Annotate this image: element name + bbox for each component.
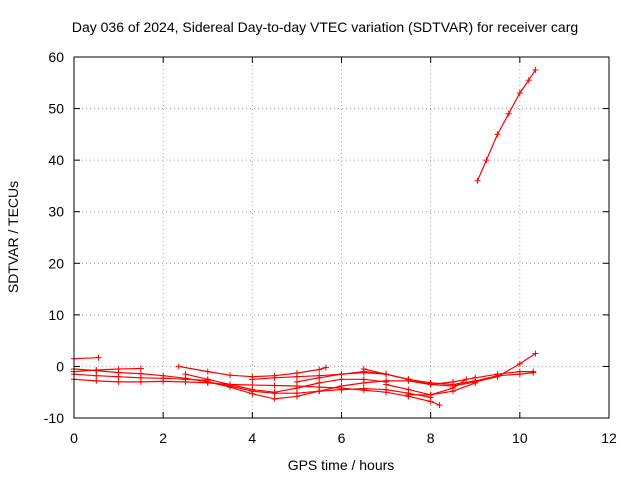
data-point xyxy=(494,372,501,379)
data-point xyxy=(137,370,144,377)
data-point xyxy=(427,379,434,386)
y-tick-label: 40 xyxy=(48,152,64,168)
data-point xyxy=(227,372,234,379)
data-point xyxy=(137,378,144,385)
x-tick-label: 8 xyxy=(427,430,435,446)
y-axis-label: SDTVAR / TECUs xyxy=(5,181,21,293)
y-tick-label: 10 xyxy=(48,307,64,323)
data-point xyxy=(383,371,390,378)
series-line-0 xyxy=(73,357,99,360)
plot-frame xyxy=(73,56,610,419)
x-axis-label: GPS time / hours xyxy=(288,457,395,473)
data-point xyxy=(115,366,122,373)
data-point xyxy=(271,389,278,396)
data-point xyxy=(427,391,434,398)
data-point xyxy=(383,381,390,388)
y-tick-label: -10 xyxy=(44,410,64,426)
data-point xyxy=(532,350,539,357)
x-tick-label: 2 xyxy=(159,430,167,446)
x-tick-label: 10 xyxy=(512,430,528,446)
data-point xyxy=(293,373,300,380)
x-tick-label: 12 xyxy=(601,430,617,446)
data-point xyxy=(93,372,100,379)
data-point xyxy=(93,367,100,374)
data-point xyxy=(271,382,278,389)
x-tick-label: 0 xyxy=(70,430,78,446)
data-point xyxy=(293,378,300,385)
series-line-2 xyxy=(73,378,440,406)
data-point xyxy=(474,177,481,184)
data-point xyxy=(338,376,345,383)
chart-title: Day 036 of 2024, Sidereal Day-to-day VTE… xyxy=(72,19,578,35)
data-point xyxy=(338,383,345,390)
data-point xyxy=(472,379,479,386)
data-point xyxy=(530,369,537,376)
data-point xyxy=(338,371,345,378)
data-point xyxy=(204,368,211,375)
y-tick-label: 60 xyxy=(48,49,64,65)
data-point xyxy=(436,402,443,409)
data-point xyxy=(360,366,367,373)
data-point xyxy=(316,374,323,381)
data-point xyxy=(483,157,490,164)
data-point xyxy=(505,110,512,117)
x-tick-label: 4 xyxy=(248,430,256,446)
y-tick-label: 20 xyxy=(48,255,64,271)
data-point xyxy=(137,365,144,372)
data-series xyxy=(71,66,539,409)
data-point xyxy=(383,386,390,393)
data-point xyxy=(293,393,300,400)
grid xyxy=(74,57,609,418)
y-tick-labels: -10 0 10 20 30 40 50 60 xyxy=(44,49,64,426)
data-point xyxy=(405,391,412,398)
data-point xyxy=(449,388,456,395)
data-point xyxy=(175,363,182,370)
data-point xyxy=(494,131,501,138)
data-point xyxy=(293,385,300,392)
data-point xyxy=(360,379,367,386)
data-point xyxy=(405,386,412,393)
data-point xyxy=(405,376,412,383)
data-point xyxy=(227,384,234,391)
data-point xyxy=(525,77,532,84)
data-point xyxy=(249,390,256,397)
data-point xyxy=(316,388,323,395)
data-point xyxy=(322,364,329,371)
series-line-11 xyxy=(408,378,467,396)
x-tick-labels: 0 2 4 6 8 10 12 xyxy=(70,430,617,446)
series-line-9 xyxy=(296,353,536,387)
y-tick-label: 0 xyxy=(56,358,64,374)
data-point xyxy=(316,379,323,386)
data-point xyxy=(93,377,100,384)
series-line-5 xyxy=(178,365,327,378)
data-point xyxy=(516,90,523,97)
data-point xyxy=(271,395,278,402)
data-point xyxy=(316,366,323,373)
data-point xyxy=(204,378,211,385)
x-tick-label: 6 xyxy=(338,430,346,446)
data-point xyxy=(182,371,189,378)
data-point xyxy=(516,360,523,367)
data-point xyxy=(516,371,523,378)
series-line-4 xyxy=(73,367,141,373)
series-line-13 xyxy=(476,69,536,182)
data-point xyxy=(249,376,256,383)
data-point xyxy=(532,66,539,73)
data-point xyxy=(360,385,367,392)
data-point xyxy=(463,376,470,383)
data-point xyxy=(271,374,278,381)
data-point xyxy=(115,378,122,385)
data-point xyxy=(160,378,167,385)
y-tick-label: 30 xyxy=(48,204,64,220)
data-point xyxy=(95,354,102,361)
data-point xyxy=(160,372,167,379)
series-line-6 xyxy=(185,373,387,393)
y-tick-label: 50 xyxy=(48,101,64,117)
